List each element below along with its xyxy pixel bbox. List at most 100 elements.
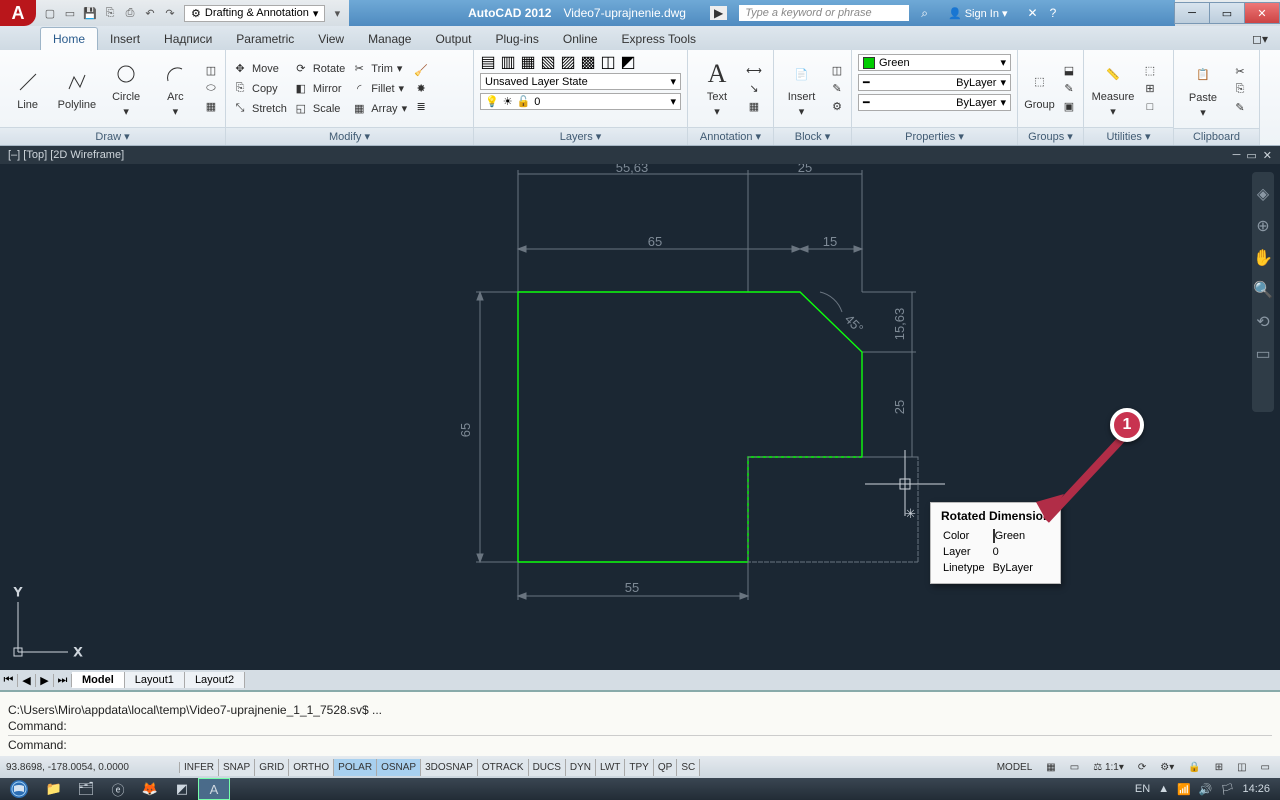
groupbb-icon[interactable]: ▣ — [1061, 99, 1077, 115]
panel-modify-title[interactable]: Modify ▾ — [226, 127, 473, 145]
infocenter-icon[interactable]: ⌕ — [921, 6, 928, 21]
status-lock-icon[interactable]: 🔒 — [1184, 760, 1204, 775]
steering-icon[interactable]: ⊕ — [1256, 216, 1269, 236]
task-autocad-icon[interactable]: A — [198, 778, 230, 800]
tool-polyline[interactable]: Polyline — [55, 67, 98, 111]
task-ie-icon[interactable]: ⓔ — [102, 778, 134, 800]
tool-mirror[interactable]: ◧Mirror — [293, 81, 345, 97]
status-toggle-otrack[interactable]: OTRACK — [478, 759, 529, 776]
panel-properties-title[interactable]: Properties ▾ — [852, 127, 1017, 145]
status-toggle-infer[interactable]: INFER — [180, 759, 219, 776]
status-grid-icon[interactable]: ▦ — [1042, 760, 1059, 775]
tool-trim[interactable]: ✂Trim ▾ — [351, 61, 407, 77]
viewport-label[interactable]: [–] [Top] [2D Wireframe] — [8, 149, 124, 161]
tab-home[interactable]: Home — [40, 27, 98, 50]
layer-state-combo[interactable]: Unsaved Layer State▾ — [480, 73, 681, 90]
tab-output[interactable]: Output — [423, 28, 483, 50]
command-window[interactable]: C:\Users\Miro\appdata\local\temp\Video7-… — [0, 690, 1280, 756]
vp-max-icon[interactable]: ▭ — [1246, 149, 1256, 162]
tab-insert[interactable]: Insert — [98, 28, 152, 50]
status-toggle-lwt[interactable]: LWT — [596, 759, 625, 776]
status-toggle-snap[interactable]: SNAP — [219, 759, 255, 776]
util-c-icon[interactable]: □ — [1142, 99, 1158, 115]
search-input[interactable]: Type a keyword or phrase — [739, 5, 909, 21]
tool-move[interactable]: ✥Move — [232, 61, 287, 77]
tool-fillet[interactable]: ◜Fillet ▾ — [351, 81, 407, 97]
tool-stretch[interactable]: ⤡Stretch — [232, 101, 287, 117]
tab-express[interactable]: Express Tools — [610, 28, 708, 50]
draw-extra2-icon[interactable]: ⬭ — [203, 81, 219, 97]
panel-block-title[interactable]: Block ▾ — [774, 127, 851, 145]
qat-undo-icon[interactable]: ↶ — [142, 5, 158, 21]
tab-parametric[interactable]: Parametric — [224, 28, 306, 50]
dim-icon[interactable]: ⟷ — [746, 63, 762, 79]
exchange-icon[interactable]: ✕ — [1028, 6, 1038, 20]
orbit-icon[interactable]: ⟲ — [1256, 312, 1269, 332]
status-ws-icon[interactable]: ⚙▾ — [1156, 760, 1178, 775]
layer-current-combo[interactable]: 💡☀🔓0▾ — [480, 93, 681, 110]
panel-clipboard-title[interactable]: Clipboard — [1174, 128, 1259, 145]
status-annoscale[interactable]: ⚖ 1:1▾ — [1089, 760, 1128, 775]
tool-arc[interactable]: Arc▾ — [154, 59, 197, 118]
layer-g-icon[interactable]: ◩ — [620, 54, 636, 70]
status-toggle-osnap[interactable]: OSNAP — [377, 759, 421, 776]
status-clean-icon[interactable]: ▭ — [1257, 760, 1274, 775]
tab-layout2[interactable]: Layout2 — [185, 672, 245, 688]
tray-flag-icon[interactable]: 🏳 — [1221, 783, 1235, 796]
tab-plugins[interactable]: Plug-ins — [484, 28, 551, 50]
leader-icon[interactable]: ↘ — [746, 81, 762, 97]
status-toggle-polar[interactable]: POLAR — [334, 759, 377, 776]
explode-icon[interactable]: ✸ — [413, 81, 429, 97]
workspace-selector[interactable]: ⚙ Drafting & Annotation ▾ — [184, 5, 325, 22]
zoom-icon[interactable]: 🔍 — [1253, 280, 1273, 300]
viewcube-icon[interactable]: ◈ — [1257, 184, 1269, 204]
ribbon-collapse-icon[interactable]: ◻▾ — [1240, 28, 1280, 50]
layer-a-icon[interactable]: ▥ — [500, 54, 516, 70]
layer-b-icon[interactable]: ▦ — [520, 54, 536, 70]
tab-view[interactable]: View — [306, 28, 356, 50]
prop-linetype-combo[interactable]: ━ByLayer▾ — [858, 94, 1011, 111]
title-nav-icon[interactable]: ▶ — [710, 6, 727, 20]
tool-group[interactable]: ⬚Group — [1024, 67, 1055, 111]
qat-more-icon[interactable]: ▾ — [329, 5, 345, 21]
offset-icon[interactable]: ≣ — [413, 99, 429, 115]
layerprops-icon[interactable]: ▤ — [480, 54, 496, 70]
table-icon[interactable]: ▦ — [746, 99, 762, 115]
tray-lang[interactable]: EN — [1135, 783, 1150, 795]
close-button[interactable]: ✕ — [1244, 2, 1280, 24]
task-folder-icon[interactable]: 🗂 — [70, 778, 102, 800]
qat-print-icon[interactable]: ⎙ — [122, 5, 138, 21]
copyclip-icon[interactable]: ⎘ — [1232, 81, 1248, 97]
status-qv-icon[interactable]: ▭ — [1066, 760, 1083, 775]
match-icon[interactable]: ✎ — [1232, 99, 1248, 115]
qat-save-icon[interactable]: 💾 — [82, 5, 98, 21]
status-iso-icon[interactable]: ◫ — [1233, 760, 1250, 775]
status-toggle-qp[interactable]: QP — [654, 759, 677, 776]
block-a-icon[interactable]: ◫ — [829, 63, 845, 79]
qat-saveas-icon[interactable]: ⎘ — [102, 5, 118, 21]
vp-close-icon[interactable]: ✕ — [1263, 149, 1272, 162]
status-toggle-tpy[interactable]: TPY — [625, 759, 653, 776]
qat-redo-icon[interactable]: ↷ — [162, 5, 178, 21]
tab-nav-prev[interactable]: ◀ — [18, 674, 36, 687]
tool-circle[interactable]: Circle▾ — [105, 59, 148, 118]
tool-scale[interactable]: ◱Scale — [293, 101, 345, 117]
status-a-icon[interactable]: ⟳ — [1134, 760, 1150, 775]
pan-icon[interactable]: ✋ — [1253, 248, 1273, 268]
tab-nav-first[interactable]: ⏮ — [0, 674, 18, 687]
panel-draw-title[interactable]: Draw ▾ — [0, 127, 225, 145]
help-icon[interactable]: ? — [1050, 6, 1057, 20]
tab-nadpisi[interactable]: Надписи — [152, 28, 224, 50]
tray-vol-icon[interactable]: 🔊 — [1199, 783, 1213, 796]
prop-color-combo[interactable]: Green▾ — [858, 54, 1011, 71]
block-c-icon[interactable]: ⚙ — [829, 99, 845, 115]
task-firefox-icon[interactable]: 🦊 — [134, 778, 166, 800]
tool-line[interactable]: Line — [6, 67, 49, 111]
tab-layout1[interactable]: Layout1 — [125, 672, 185, 688]
tab-manage[interactable]: Manage — [356, 28, 423, 50]
tool-copy[interactable]: ⎘Copy — [232, 81, 287, 97]
util-b-icon[interactable]: ⊞ — [1142, 81, 1158, 97]
qat-new-icon[interactable]: ▢ — [42, 5, 58, 21]
status-toggle-3dosnap[interactable]: 3DOSNAP — [421, 759, 478, 776]
panel-utilities-title[interactable]: Utilities ▾ — [1084, 127, 1173, 145]
